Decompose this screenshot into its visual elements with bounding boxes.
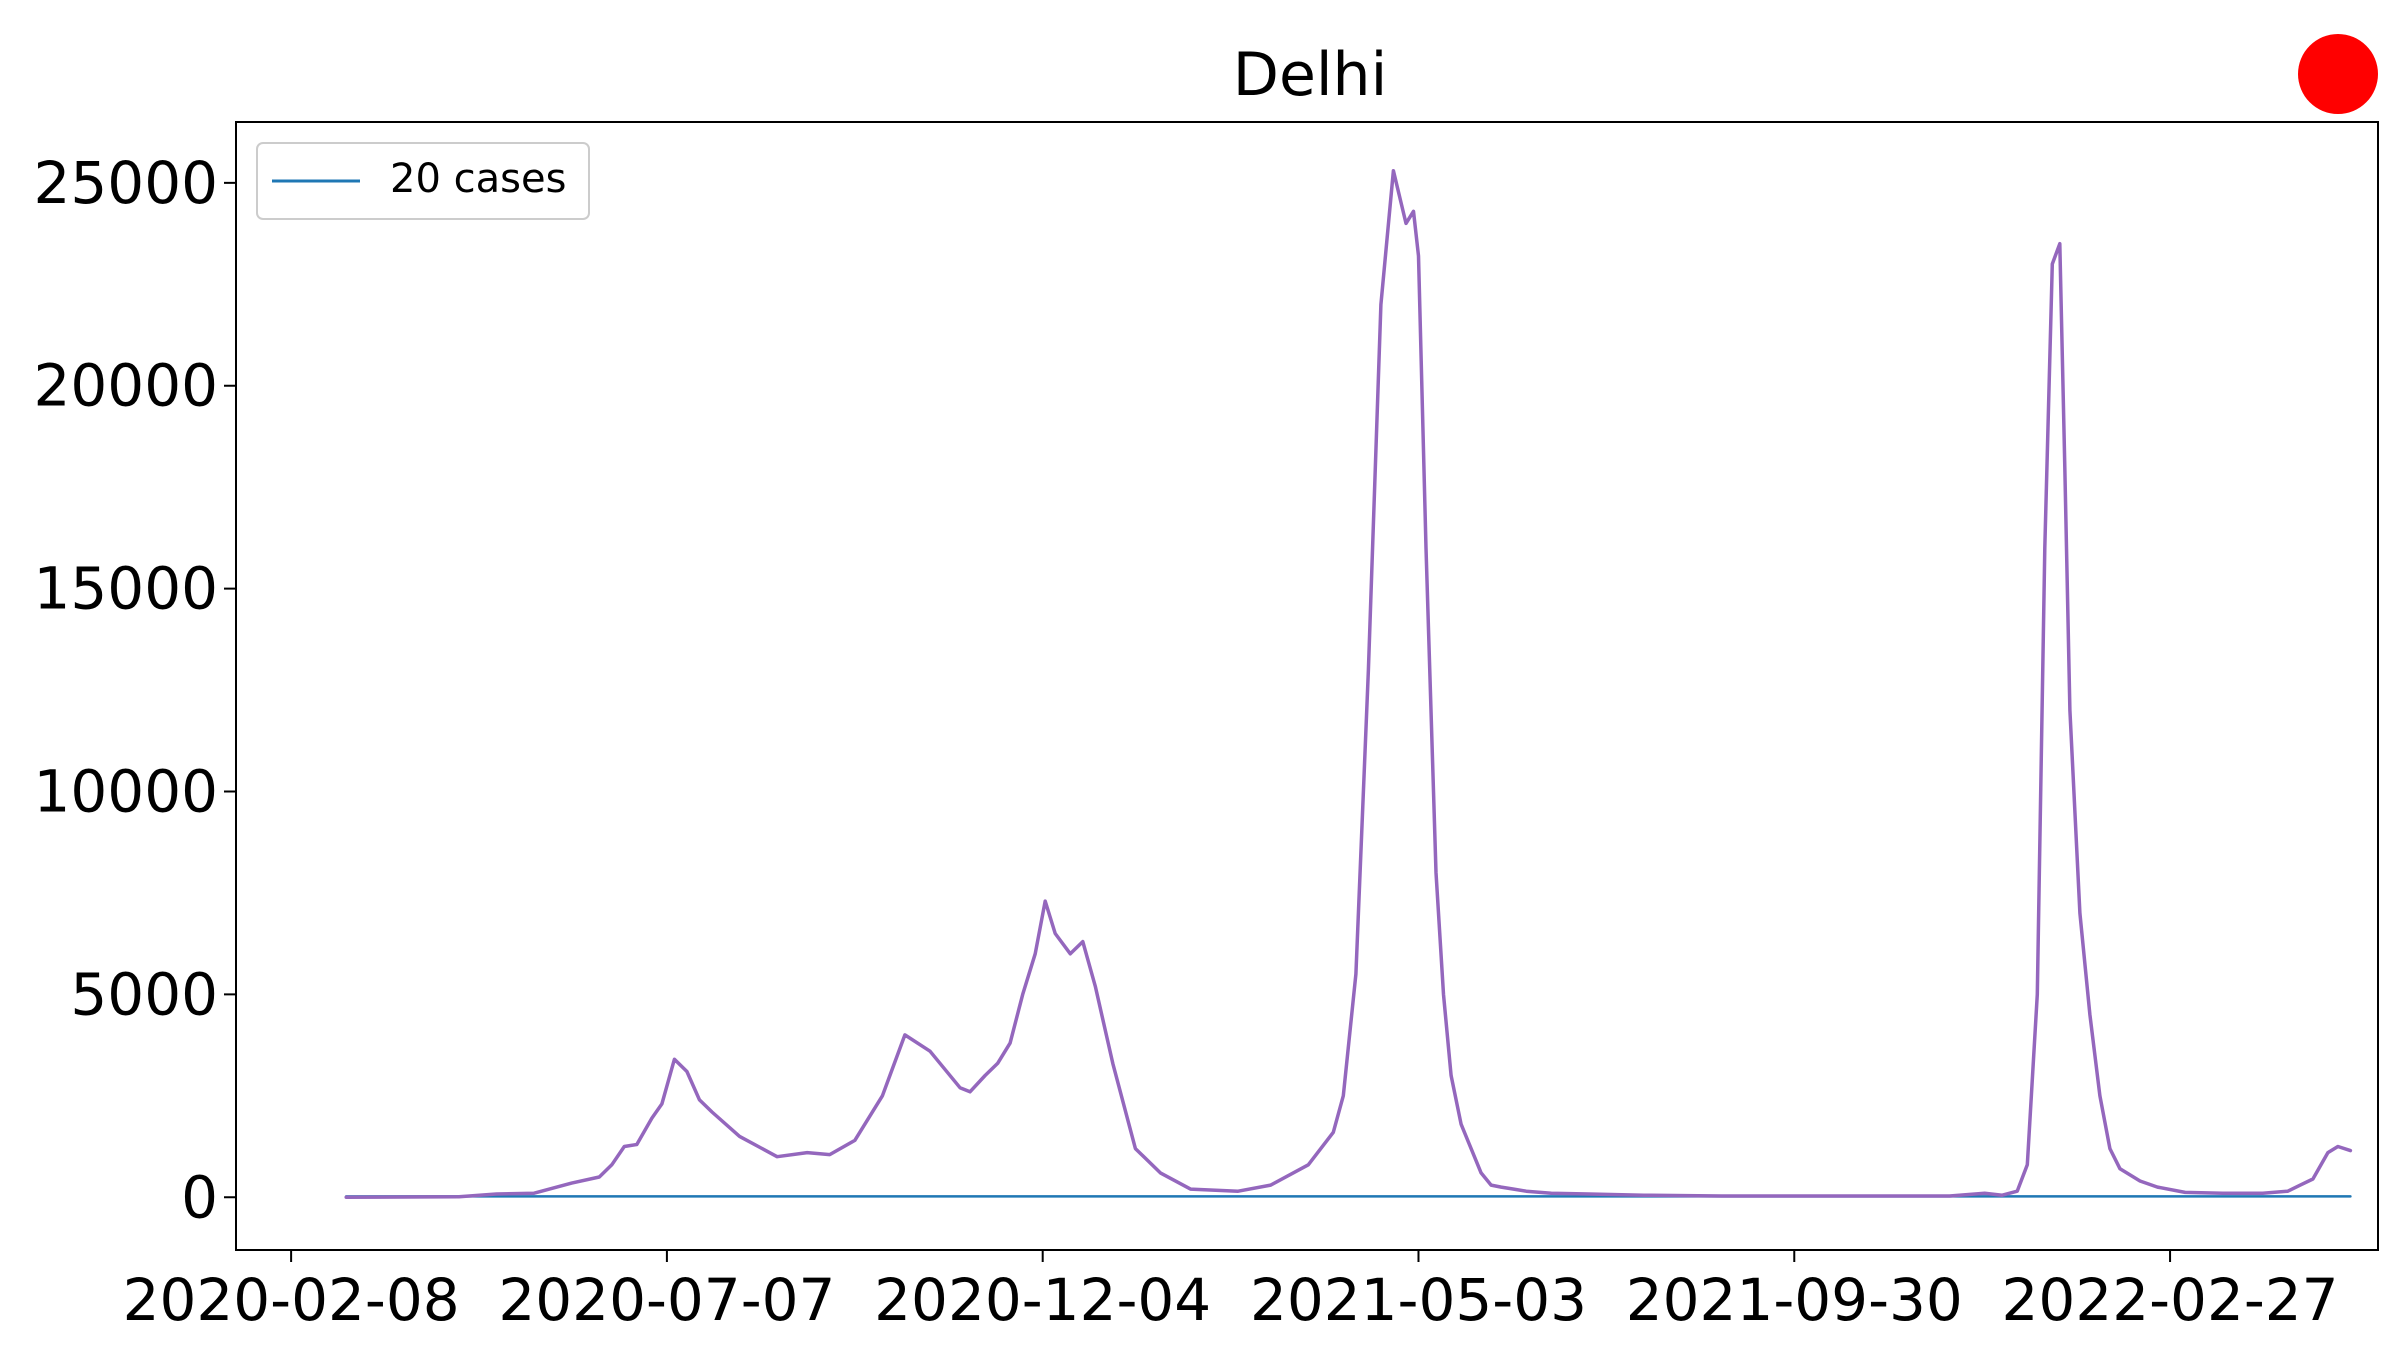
y-tick-label: 20000 xyxy=(33,352,218,420)
status-indicator-dot xyxy=(2298,34,2378,114)
chart-title: Delhi xyxy=(1232,40,1388,110)
y-tick-label: 25000 xyxy=(33,149,218,217)
x-tick-label: 2020-07-07 xyxy=(498,1266,835,1334)
x-tick-label: 2020-02-08 xyxy=(123,1266,460,1334)
x-tick-label: 2021-05-03 xyxy=(1250,1266,1587,1334)
series-layer xyxy=(344,168,2353,1200)
y-tick-label: 0 xyxy=(181,1163,218,1231)
x-tick-label: 2021-09-30 xyxy=(1626,1266,1963,1334)
series-line-daily-cases xyxy=(344,168,2353,1200)
y-tick-label: 15000 xyxy=(33,555,218,623)
x-tick-label: 2022-02-27 xyxy=(2002,1266,2339,1334)
x-tick-label: 2020-12-04 xyxy=(874,1266,1211,1334)
plot-area xyxy=(235,121,2379,1251)
y-axis: 0 5000 10000 15000 20000 25000 xyxy=(33,149,236,1231)
legend-label: 20 cases xyxy=(390,156,566,202)
y-tick-label: 10000 xyxy=(33,757,218,825)
legend-box xyxy=(256,142,590,220)
x-axis: 2020-02-08 2020-07-07 2020-12-04 2021-05-03… xyxy=(123,1250,2339,1334)
y-tick-label: 5000 xyxy=(70,960,218,1028)
legend: 20 cases xyxy=(256,142,590,220)
